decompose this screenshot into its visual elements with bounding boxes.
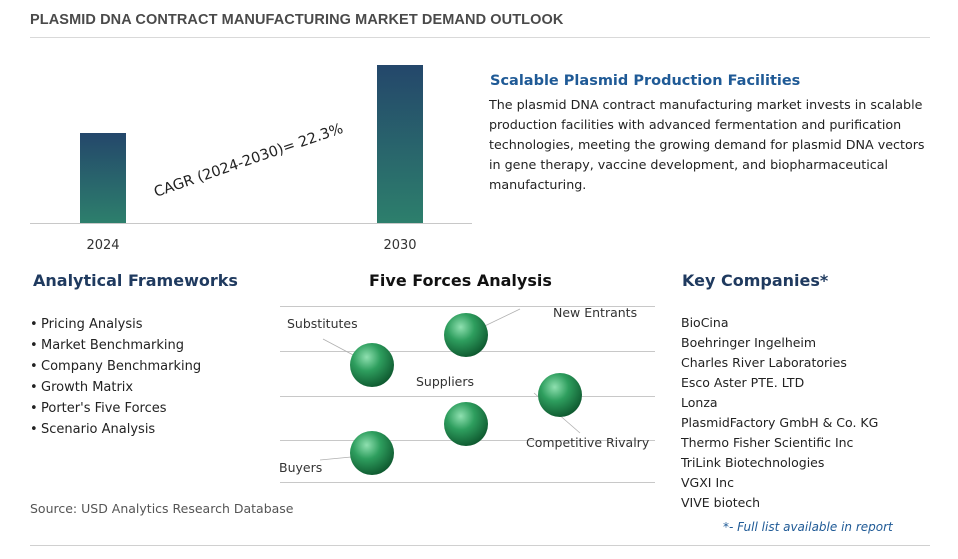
source-note: Source: USD Analytics Research Database bbox=[30, 501, 294, 516]
company-item: Lonza bbox=[681, 395, 718, 410]
force-label-substitutes: Substitutes bbox=[287, 316, 358, 331]
cagr-annotation: CAGR (2024-2030)= 22.3% bbox=[152, 121, 345, 201]
company-item: Charles River Laboratories bbox=[681, 355, 847, 370]
framework-item: Porter's Five Forces bbox=[30, 398, 201, 419]
framework-item: Market Benchmarking bbox=[30, 335, 201, 356]
sphere-suppliers bbox=[444, 402, 488, 446]
sphere-competitive-rivalry bbox=[538, 373, 582, 417]
full-list-note: *- Full list available in report bbox=[723, 520, 893, 534]
page-title: PLASMID DNA CONTRACT MANUFACTURING MARKE… bbox=[30, 12, 564, 28]
framework-item: Pricing Analysis bbox=[30, 314, 201, 335]
framework-item: Scenario Analysis bbox=[30, 419, 201, 440]
company-item: TriLink Biotechnologies bbox=[681, 455, 825, 470]
key-companies-list: BioCina Boehringer Ingelheim Charles Riv… bbox=[681, 313, 878, 513]
bar-2024 bbox=[80, 133, 126, 223]
force-label-buyers: Buyers bbox=[279, 460, 322, 475]
company-item: Boehringer Ingelheim bbox=[681, 335, 817, 350]
highlight-title: Scalable Plasmid Production Facilities bbox=[490, 73, 801, 89]
frameworks-list: Pricing Analysis Market Benchmarking Com… bbox=[30, 314, 201, 440]
frameworks-heading: Analytical Frameworks bbox=[33, 271, 238, 290]
top-divider bbox=[30, 37, 930, 38]
company-item: Thermo Fisher Scientific Inc bbox=[681, 435, 854, 450]
company-item: VIVE biotech bbox=[681, 495, 761, 510]
company-item: Esco Aster PTE. LTD bbox=[681, 375, 805, 390]
company-item: PlasmidFactory GmbH & Co. KG bbox=[681, 415, 879, 430]
force-label-new-entrants: New Entrants bbox=[553, 305, 637, 320]
sphere-buyers bbox=[350, 431, 394, 475]
bottom-divider bbox=[30, 545, 930, 546]
framework-item: Company Benchmarking bbox=[30, 356, 201, 377]
market-bar-chart: 2024 2030 CAGR (2024-2030)= 22.3% bbox=[30, 65, 472, 253]
company-item: BioCina bbox=[681, 315, 729, 330]
five-forces-diagram: Substitutes New Entrants Suppliers Compe… bbox=[279, 305, 655, 483]
highlight-description: The plasmid DNA contract manufacturing m… bbox=[489, 97, 925, 193]
x-tick-label-2030: 2030 bbox=[383, 238, 416, 253]
bar-2030 bbox=[377, 65, 423, 223]
sphere-substitutes bbox=[350, 343, 394, 387]
force-label-competitive-rivalry: Competitive Rivalry bbox=[526, 435, 650, 450]
x-tick-label-2024: 2024 bbox=[86, 238, 119, 253]
key-companies-heading: Key Companies* bbox=[682, 271, 829, 290]
force-label-suppliers: Suppliers bbox=[416, 374, 474, 389]
company-item: VGXI Inc bbox=[681, 475, 734, 490]
framework-item: Growth Matrix bbox=[30, 377, 201, 398]
five-forces-heading: Five Forces Analysis bbox=[369, 271, 552, 290]
sphere-new-entrants bbox=[444, 313, 488, 357]
